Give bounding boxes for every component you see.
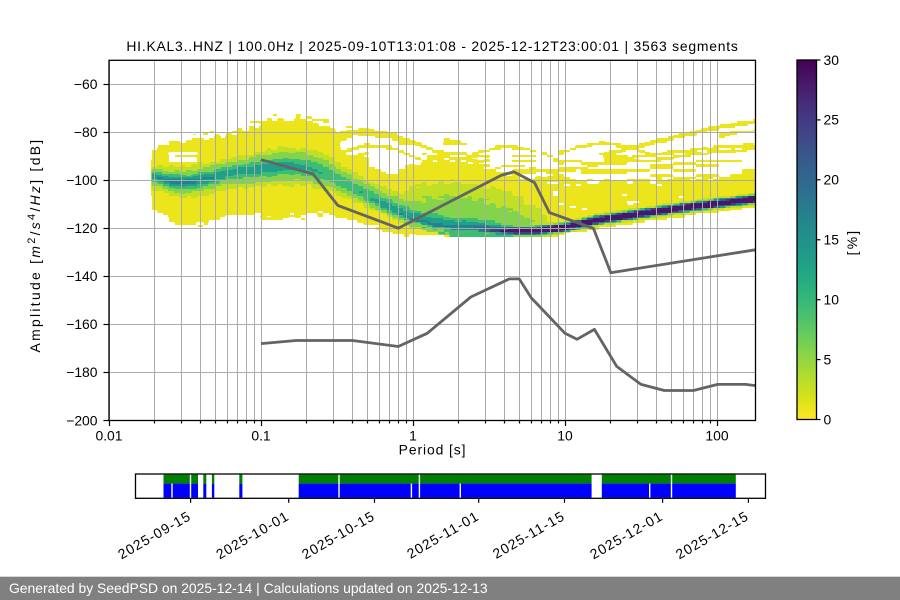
- svg-text:−60: −60: [74, 76, 98, 92]
- svg-text:−180: −180: [66, 364, 98, 380]
- svg-text:−100: −100: [66, 172, 98, 188]
- svg-text:−120: −120: [66, 220, 98, 236]
- svg-text:10: 10: [557, 428, 573, 444]
- svg-text:30: 30: [824, 52, 840, 68]
- svg-text:1: 1: [409, 428, 417, 444]
- svg-text:0: 0: [824, 411, 832, 427]
- svg-text:Period [s]: Period [s]: [399, 442, 467, 458]
- svg-text:5: 5: [824, 351, 832, 367]
- svg-text:−80: −80: [74, 124, 98, 140]
- svg-text:−160: −160: [66, 316, 98, 332]
- svg-text:Amplitude [m2/s4/Hz] [dB]: Amplitude [m2/s4/Hz] [dB]: [26, 138, 43, 353]
- svg-text:20: 20: [824, 172, 840, 188]
- svg-text:0.1: 0.1: [251, 428, 271, 444]
- svg-text:[%]: [%]: [844, 229, 860, 256]
- svg-text:25: 25: [824, 112, 840, 128]
- svg-text:HI.KAL3..HNZ | 100.0Hz | 2025-: HI.KAL3..HNZ | 100.0Hz | 2025-09-10T13:0…: [126, 38, 738, 54]
- svg-text:100: 100: [705, 428, 728, 444]
- svg-text:Generated by SeedPSD on 2025-1: Generated by SeedPSD on 2025-12-14 | Cal…: [9, 580, 488, 596]
- svg-text:10: 10: [824, 292, 840, 308]
- svg-text:0.01: 0.01: [95, 428, 122, 444]
- svg-text:−140: −140: [66, 268, 98, 284]
- svg-text:15: 15: [824, 232, 840, 248]
- svg-text:−200: −200: [66, 412, 98, 428]
